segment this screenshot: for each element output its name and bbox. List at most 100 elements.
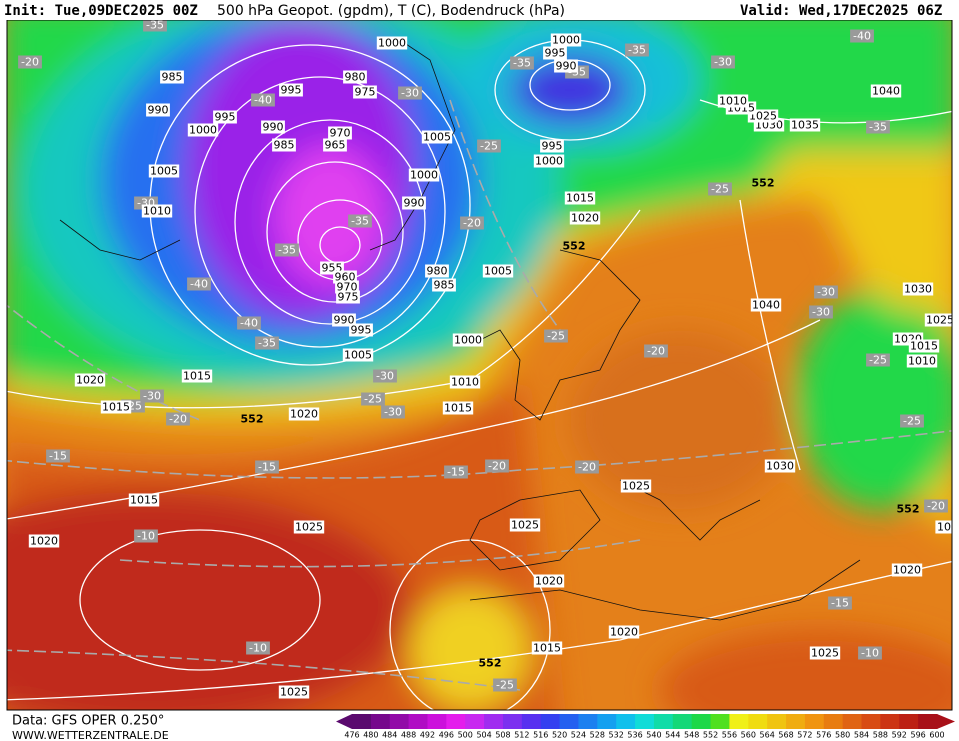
pressure-label-box [533, 154, 565, 168]
colorbar-swatch [465, 714, 485, 729]
pressure-label-box [146, 103, 170, 117]
pressure-label-box [569, 211, 601, 225]
pressure-label-box [906, 354, 938, 368]
map-title: 500 hPa Geopot. (gpdm), T (C), Bodendruc… [217, 3, 565, 19]
pressure-label-box [332, 313, 356, 327]
geopotential-label: 552 [241, 413, 264, 426]
pressure-label-box [425, 264, 449, 278]
pressure-label: 975 [355, 86, 376, 99]
pressure-label: 1020 [290, 408, 318, 421]
pressure-label: 1005 [344, 349, 372, 362]
pressure-label: 1005 [484, 265, 512, 278]
pressure-label-box [160, 70, 184, 84]
colorbar-swatch [484, 714, 504, 729]
temperature-label: -35 [258, 337, 276, 350]
pressure-label-box [482, 264, 514, 278]
pressure-label: 985 [434, 279, 455, 292]
colorbar-label: 524 [571, 731, 586, 740]
colorbar-swatch [635, 714, 655, 729]
colorbar-label: 592 [892, 731, 907, 740]
pressure-label-box [278, 685, 310, 699]
pressure-label: 990 [556, 60, 577, 73]
temperature-label: -35 [513, 57, 531, 70]
colorbar-swatch [861, 714, 881, 729]
colorbar-swatch [352, 714, 372, 729]
pressure-label-box [608, 625, 640, 639]
colorbar: 476 480 484 488 492 496 500 504 508 512 516 520 524 5… [336, 714, 955, 740]
isobars [7, 39, 952, 710]
temperature-label: -25 [711, 183, 729, 196]
temperature-label-box [255, 460, 279, 474]
temperature-label: -30 [714, 56, 732, 69]
pressure-label: 1025 [280, 686, 308, 699]
temperature-isotherms [7, 99, 952, 691]
colorbar-label: 584 [854, 731, 869, 740]
geopotential-label: 552 [479, 657, 502, 670]
colorbar-label: 564 [760, 731, 775, 740]
temperature-label-box [711, 55, 735, 69]
colorbar-swatch [767, 714, 787, 729]
pressure-label: 1040 [752, 299, 780, 312]
pressure-label: 10 [937, 521, 951, 534]
pressure-label-box [531, 641, 563, 655]
pressure-label: 1020 [30, 535, 58, 548]
geopotential-label: 552 [897, 503, 920, 516]
temperature-label: -35 [351, 215, 369, 228]
temperature-label: -20 [927, 500, 945, 513]
pressure-label: 1005 [423, 131, 451, 144]
pressure-label: 970 [330, 127, 351, 140]
colorbar-label: 484 [382, 731, 397, 740]
temperature-label-box [900, 414, 924, 428]
pressure-label: 1005 [150, 165, 178, 178]
pressure-label: 1000 [410, 169, 438, 182]
colorbar-label: 528 [590, 731, 605, 740]
pressure-label: 1015 [102, 401, 130, 414]
pressure-label-box [809, 646, 841, 660]
pressure-label: 1010 [143, 205, 171, 218]
colorbar-label: 512 [514, 731, 529, 740]
temperature-label: -30 [401, 87, 419, 100]
pressure-label: 990 [148, 104, 169, 117]
temperature-label-box [255, 336, 279, 350]
pressure-label: 990 [334, 314, 355, 327]
pressure-label: 1020 [571, 212, 599, 225]
colorbar-label: 476 [344, 731, 359, 740]
pressure-label-box [353, 85, 377, 99]
pressure-label: 1015 [444, 402, 472, 415]
colorbar-label: 556 [722, 731, 737, 740]
pressure-label: 1015 [910, 340, 938, 353]
colorbar-arrow-left [336, 714, 352, 729]
temperature-label-box [140, 389, 164, 403]
pressure-label: 995 [281, 84, 302, 97]
colorbar-swatch [880, 714, 900, 729]
colorbar-swatch [823, 714, 844, 729]
colorbar-swatch [540, 714, 561, 729]
pressure-label-box [442, 401, 474, 415]
temperature-label: -25 [547, 330, 565, 343]
pressure-label: 1035 [791, 119, 819, 132]
pressure-label: 1015 [566, 192, 594, 205]
colorbar-swatch [427, 714, 447, 729]
temperature-label-box [444, 465, 468, 479]
pressure-label-box [261, 120, 285, 134]
pressure-label: 1020 [893, 564, 921, 577]
pressure-label-box [128, 493, 160, 507]
pressure-label: 990 [404, 197, 425, 210]
pressure-label: 1025 [811, 647, 839, 660]
pressure-label-box [272, 138, 296, 152]
temperature-label-box [814, 285, 838, 299]
temperature-label: -10 [249, 642, 267, 655]
temperature-label-box [575, 460, 599, 474]
colorbar-swatch [578, 714, 598, 729]
temperature-label: -35 [278, 244, 296, 257]
pressure-label: 1015 [183, 370, 211, 383]
pressure-label: 1010 [908, 355, 936, 368]
temperature-label: -35 [146, 19, 164, 32]
pressure-label-box [902, 282, 934, 296]
colorbar-swatch [389, 714, 410, 729]
colorbar-swatch [521, 714, 542, 729]
colorbar-swatch [672, 714, 693, 729]
temperature-label-box [361, 392, 385, 406]
temperature-label: -15 [447, 466, 465, 479]
